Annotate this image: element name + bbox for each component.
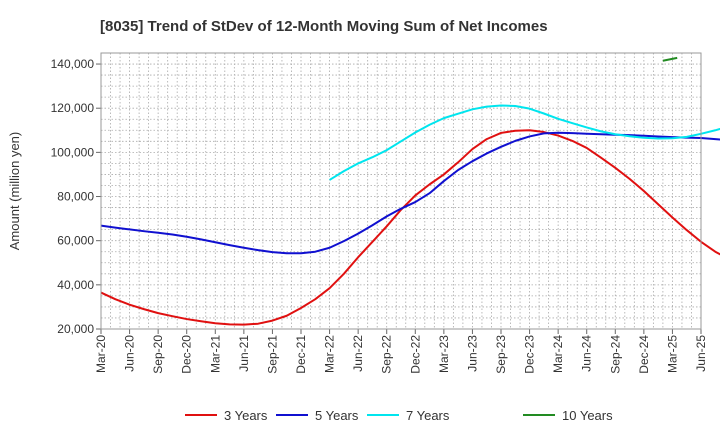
plot-border [100, 52, 702, 330]
series-lines [100, 56, 720, 326]
y-tick-label: 40,000 [57, 278, 94, 292]
y-axis-title: Amount (million yen) [7, 132, 22, 251]
legend-label-3-years: 3 Years [224, 408, 268, 423]
series-line-5-years [100, 131, 720, 255]
y-axis: 20,000 40,000 60,000 80,000 100,000 120,000 14… [51, 57, 101, 336]
y-tick-label: 140,000 [51, 57, 95, 71]
x-tick-label: Sep-21 [265, 335, 279, 374]
y-tick-label: 120,000 [51, 101, 95, 115]
x-tick-label: Jun-24 [580, 335, 594, 372]
x-tick-label: Dec-21 [294, 335, 308, 374]
x-tick-label: Dec-23 [523, 335, 537, 374]
legend-label-7-years: 7 Years [406, 408, 450, 423]
series-line-7-years [329, 104, 720, 181]
x-tick-label: Jun-21 [237, 335, 251, 372]
x-tick-label: Mar-23 [437, 335, 451, 373]
x-axis: Mar-20 Jun-20 Sep-20 Dec-20 Mar-21 Jun-21 Sep-… [94, 329, 708, 374]
x-tick-label: Sep-23 [494, 335, 508, 374]
x-tick-label: Sep-20 [151, 335, 165, 374]
x-tick-label: Mar-20 [94, 335, 108, 373]
chart-title: [8035] Trend of StDev of 12-Month Moving… [100, 18, 548, 35]
x-tick-label: Jun-23 [465, 335, 479, 372]
y-tick-label: 60,000 [57, 234, 94, 248]
x-tick-label: Dec-24 [637, 335, 651, 374]
x-tick-label: Mar-25 [665, 335, 679, 373]
legend: 3 Years 5 Years 7 Years 10 Years [185, 408, 613, 423]
x-tick-label: Dec-20 [180, 335, 194, 374]
x-tick-label: Mar-24 [551, 335, 565, 373]
x-tick-label: Mar-21 [208, 335, 222, 373]
series-line-10-years [662, 56, 678, 62]
x-tick-label: Jun-25 [694, 335, 708, 372]
y-tick-label: 100,000 [51, 145, 95, 159]
x-tick-label: Dec-22 [408, 335, 422, 374]
y-tick-label: 80,000 [57, 190, 94, 204]
y-tick-label: 20,000 [57, 322, 94, 336]
grid-lines [101, 53, 701, 329]
legend-label-5-years: 5 Years [315, 408, 359, 423]
series-line-3-years [100, 129, 720, 326]
x-tick-label: Jun-20 [123, 335, 137, 372]
x-tick-label: Sep-24 [608, 335, 622, 374]
x-tick-label: Sep-22 [380, 335, 394, 374]
x-tick-label: Jun-22 [351, 335, 365, 372]
x-tick-label: Mar-22 [323, 335, 337, 373]
legend-label-10-years: 10 Years [562, 408, 613, 423]
